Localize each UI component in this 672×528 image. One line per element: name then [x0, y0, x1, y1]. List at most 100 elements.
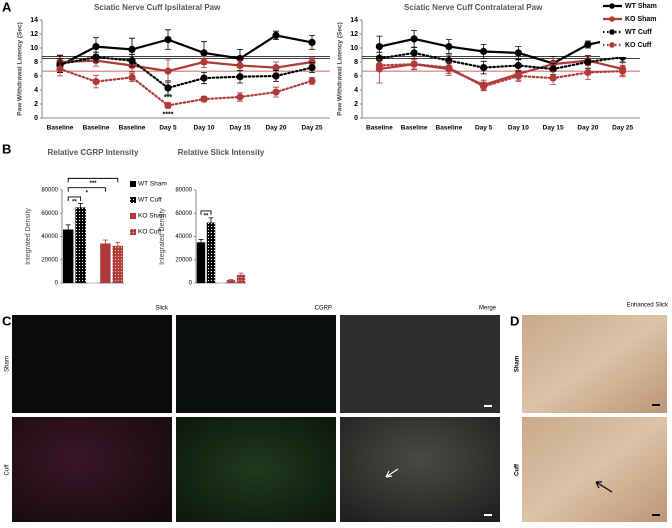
- legend-label: WT Cuff: [138, 197, 162, 204]
- y-tick-label: 80000: [41, 188, 58, 194]
- legend-label: KO Sham: [625, 16, 657, 23]
- significance-bracket: [67, 196, 82, 201]
- data-point: [164, 36, 172, 44]
- panel-label: A: [2, 0, 12, 14]
- chart-title: Sciatic Nerve Cuff Ipsilateral Paw: [94, 3, 221, 12]
- data-point: [410, 60, 418, 68]
- x-tick-label: Baseline: [366, 125, 393, 132]
- y-tick-label: 2: [34, 101, 38, 108]
- x-tick-label: Baseline: [401, 125, 428, 132]
- y-tick-label: 8: [354, 59, 358, 66]
- y-tick-label: 40000: [175, 234, 192, 240]
- y-tick-label: 10: [30, 45, 38, 52]
- data-point: [308, 77, 316, 85]
- arrow: [595, 481, 613, 493]
- x-tick-label: Day 20: [266, 125, 287, 132]
- annotation: ***: [164, 95, 172, 102]
- y-axis-label: Integrated Density: [159, 208, 166, 265]
- data-point: [375, 61, 383, 70]
- y-tick-label: 20000: [175, 257, 192, 263]
- arrow: [385, 468, 399, 478]
- data-point: [200, 58, 208, 66]
- data-point: [200, 95, 208, 103]
- error-bar: [228, 279, 234, 281]
- data-point: [92, 53, 100, 61]
- legend-swatch: [130, 213, 136, 219]
- legend-label: WT Cuff: [625, 29, 652, 36]
- data-point: [584, 58, 592, 66]
- micrograph: [522, 417, 667, 522]
- data-point: [584, 40, 592, 49]
- x-tick-label: Day 15: [543, 125, 564, 132]
- significance-bracket: [67, 177, 119, 183]
- y-tick-label: 14: [30, 17, 38, 24]
- column-label: CGRP: [315, 306, 332, 312]
- bar: [112, 245, 124, 283]
- legend-swatch: [130, 197, 136, 203]
- bar: [62, 229, 74, 283]
- data-point: [445, 43, 453, 51]
- legend-label: KO Cuff: [138, 229, 161, 236]
- x-tick-label: Baseline: [83, 125, 110, 132]
- significance-bracket: [200, 210, 212, 215]
- micrograph: [176, 417, 336, 522]
- bar: [236, 274, 246, 283]
- data-point: [164, 101, 172, 109]
- row-label: Sham: [5, 356, 11, 372]
- data-point: [410, 35, 418, 43]
- data-point: [164, 67, 172, 75]
- y-tick-label: 2: [354, 101, 358, 108]
- x-tick-label: Baseline: [436, 125, 463, 132]
- legend-marker: [609, 29, 615, 35]
- micrograph: [176, 315, 336, 413]
- data-point: [272, 31, 280, 39]
- bar: [100, 243, 111, 283]
- data-point: [514, 49, 522, 57]
- chart-title: Sciatic Nerve Cuff Contralateral Paw: [404, 3, 543, 12]
- x-tick-label: Baseline: [119, 125, 146, 132]
- x-tick-label: Day 10: [508, 125, 529, 132]
- data-point: [272, 64, 280, 72]
- bar: [196, 242, 206, 283]
- data-point: [200, 74, 208, 82]
- significance-label: ***: [89, 181, 97, 187]
- data-point: [92, 43, 100, 51]
- row-label: Sham: [515, 356, 521, 372]
- y-tick-label: 4: [354, 87, 358, 94]
- legend-label: WT Sham: [625, 3, 657, 10]
- row-label: Cuff: [515, 463, 521, 476]
- y-tick-label: 0: [354, 115, 358, 122]
- legend-marker: [609, 42, 615, 48]
- data-point: [272, 72, 280, 80]
- bar: [226, 280, 236, 283]
- x-tick-label: Day 20: [577, 125, 598, 132]
- y-tick-label: 4: [34, 87, 38, 94]
- data-point: [480, 64, 488, 72]
- legend-swatch: [130, 229, 136, 235]
- x-tick-label: Baseline: [47, 125, 74, 132]
- panel-label: B: [2, 141, 11, 156]
- y-tick-label: 6: [34, 73, 38, 80]
- legend-marker: [609, 3, 615, 9]
- data-point: [236, 93, 244, 101]
- chart-title: Relative CGRP Intensity: [47, 148, 139, 157]
- panel-label: D: [510, 313, 519, 328]
- data-point: [514, 61, 522, 70]
- y-tick-label: 60000: [41, 211, 58, 217]
- series-line: [378, 36, 624, 65]
- legend-label: KO Sham: [138, 213, 166, 220]
- y-tick-label: 80000: [175, 188, 192, 194]
- data-point: [128, 45, 136, 54]
- y-tick-label: 60000: [175, 211, 192, 217]
- y-axis-label: Integrated Density: [25, 208, 32, 265]
- significance-label: **: [204, 214, 209, 220]
- data-point: [445, 64, 453, 72]
- x-tick-label: Day 25: [302, 125, 323, 132]
- x-tick-label: Day 5: [475, 125, 493, 132]
- significance-bracket: [67, 187, 106, 192]
- y-tick-label: 12: [350, 31, 358, 38]
- data-point: [92, 78, 100, 86]
- data-point: [410, 49, 418, 57]
- series-line: [58, 55, 314, 90]
- y-tick-label: 0: [34, 115, 38, 122]
